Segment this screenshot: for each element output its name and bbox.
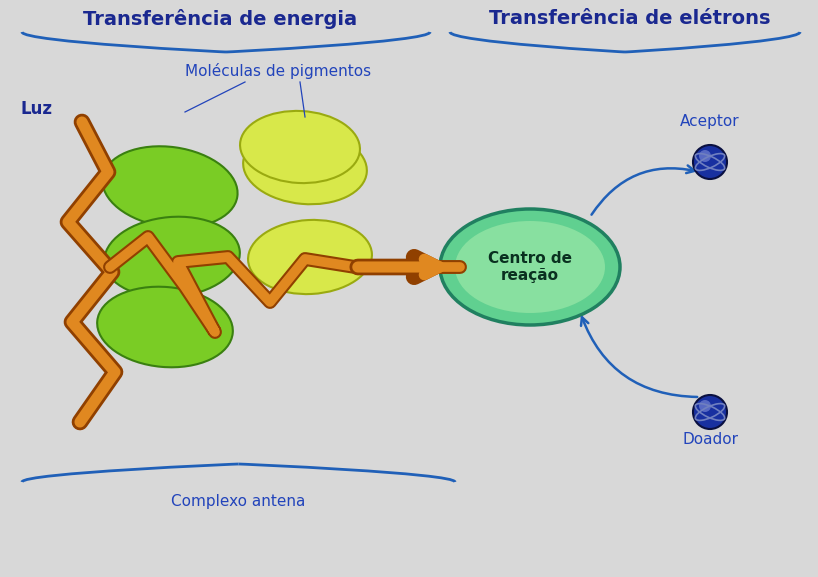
Text: Complexo antena: Complexo antena [171,494,305,509]
Ellipse shape [240,111,360,183]
Ellipse shape [104,217,240,297]
Text: Transferência de energia: Transferência de energia [83,9,357,29]
Circle shape [693,395,727,429]
Text: Transferência de elétrons: Transferência de elétrons [489,9,771,28]
Circle shape [693,145,727,179]
Circle shape [699,150,711,162]
Ellipse shape [440,209,620,325]
Text: Aceptor: Aceptor [681,114,739,129]
Ellipse shape [455,221,605,313]
Circle shape [699,400,711,412]
Ellipse shape [97,287,233,368]
Text: Doador: Doador [682,432,738,447]
Text: Centro de
reação: Centro de reação [488,251,572,283]
Text: Moléculas de pigmentos: Moléculas de pigmentos [185,63,371,79]
Ellipse shape [248,220,372,294]
Text: Luz: Luz [20,100,52,118]
Ellipse shape [243,130,366,204]
Ellipse shape [102,147,237,228]
